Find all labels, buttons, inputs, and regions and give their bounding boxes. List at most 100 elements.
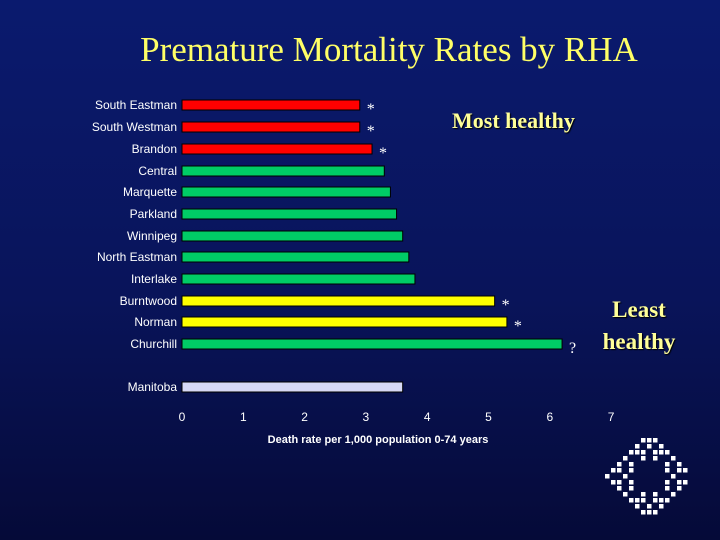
logo-dot [623,492,628,497]
bar-winnipeg [181,230,404,242]
x-tick-label: 2 [301,410,308,424]
logo-dot [629,450,634,455]
rha-logo [605,438,688,515]
logo-dot [647,510,652,515]
logo-dot [653,498,658,503]
x-axis: 0 1 2 3 4 5 6 7 Death rate per 1,000 population … [179,410,615,446]
category-label-central: Central [138,164,177,178]
category-label-brandon: Brandon [132,142,177,156]
logo-dot [611,468,616,473]
logo-dot [635,504,640,509]
logo-dot [641,498,646,503]
category-label-winnipeg: Winnipeg [127,229,177,243]
logo-dot [677,462,682,467]
marker-south-westman: * [367,123,375,140]
bar-parkland [181,208,398,220]
least-healthy-line-2: healthy [602,329,676,354]
bar-manitoba [181,381,404,393]
logo-dot [617,468,622,473]
logo-dot [641,438,646,443]
category-label-south-eastman: South Eastman [95,98,177,112]
category-label-norman: Norman [134,315,177,329]
bar-north-eastman [181,251,410,263]
logo-dot [653,450,658,455]
bar-south-eastman [181,99,361,111]
category-label-parkland: Parkland [130,207,177,221]
category-label-north-eastman: North Eastman [97,250,177,264]
x-tick-label: 1 [240,410,247,424]
x-tick-label: 4 [424,410,431,424]
bar-interlake [181,273,416,285]
logo-dot [617,462,622,467]
logo-dot [623,474,628,479]
marker-brandon: * [379,145,387,162]
logo-dot [629,486,634,491]
logo-dot [659,504,664,509]
logo-dot [611,480,616,485]
logo-dot [617,480,622,485]
logo-dot [677,480,682,485]
category-label-marquette: Marquette [123,185,177,199]
logo-dot [629,462,634,467]
bar-norman [181,316,508,328]
most-healthy-note: Most healthy [452,108,575,133]
logo-dot [635,444,640,449]
marker-churchill: ? [569,340,576,357]
slide-title: Premature Mortality Rates by RHA [140,30,638,69]
logo-dot [647,438,652,443]
least-healthy-note: Least healthy [597,294,681,358]
logo-dot [659,450,664,455]
logo-dot [683,480,688,485]
marker-norman: * [514,318,522,335]
bar-marquette [181,186,391,198]
bar-south-westman [181,121,361,133]
logo-dot [629,468,634,473]
logo-dot [629,480,634,485]
x-tick-label: 7 [608,410,615,424]
logo-dot [677,468,682,473]
bar-brandon [181,143,373,155]
logo-dot [641,450,646,455]
logo-dot [653,510,658,515]
logo-dot [665,498,670,503]
logo-dot [623,456,628,461]
x-tick-label: 0 [179,410,186,424]
logo-dot [671,474,676,479]
logo-dot [647,444,652,449]
bar-central [181,165,385,177]
bar-burntwood [181,295,496,307]
logo-dot [635,498,640,503]
logo-dot [665,486,670,491]
logo-dot [671,492,676,497]
category-label-south-westman: South Westman [92,120,177,134]
logo-dot [665,468,670,473]
marker-burntwood: * [502,297,510,314]
logo-dot [629,498,634,503]
logo-dot [641,510,646,515]
x-axis-label: Death rate per 1,000 population 0-74 yea… [268,434,489,446]
category-label-interlake: Interlake [131,272,177,286]
logo-dot [653,438,658,443]
logo-dot [665,450,670,455]
logo-dot [653,492,658,497]
logo-dot [659,498,664,503]
logo-dot [683,468,688,473]
logo-dot [653,456,658,461]
logo-dot [641,456,646,461]
logo-dot [659,444,664,449]
logo-dot [671,456,676,461]
x-tick-label: 5 [485,410,492,424]
marker-south-eastman: * [367,101,375,118]
bar-churchill [181,338,563,350]
logo-dot [641,492,646,497]
category-label-churchill: Churchill [130,337,177,351]
logo-dot [635,450,640,455]
x-tick-label: 3 [363,410,370,424]
category-label-manitoba: Manitoba [128,380,178,394]
logo-dot [647,504,652,509]
category-label-burntwood: Burntwood [120,294,177,308]
logo-dot [665,480,670,485]
logo-dot [665,462,670,467]
bars-group: South Eastman * South Westman * Brandon * Cent… [92,98,576,394]
